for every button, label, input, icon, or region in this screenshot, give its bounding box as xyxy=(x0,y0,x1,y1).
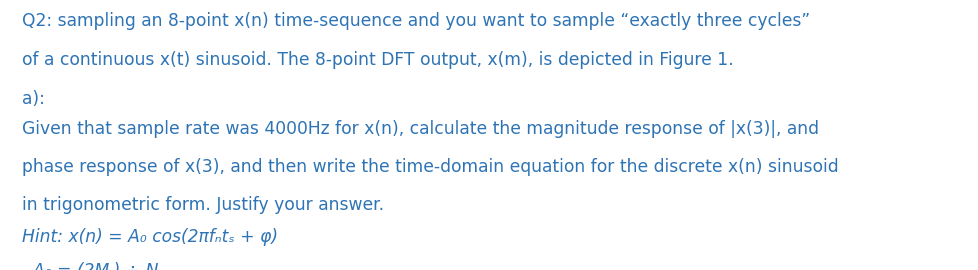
Text: Given that sample rate was 4000Hz for x(n), calculate the magnitude response of : Given that sample rate was 4000Hz for x(… xyxy=(22,120,818,138)
Text: A₀ = (2Mᵣ) ÷ N: A₀ = (2Mᵣ) ÷ N xyxy=(22,262,157,270)
Text: of a continuous x(t) sinusoid. The 8‑point DFT output, x(m), is depicted in Figu: of a continuous x(t) sinusoid. The 8‑poi… xyxy=(22,51,733,69)
Text: in trigonometric form. Justify your answer.: in trigonometric form. Justify your answ… xyxy=(22,196,383,214)
Text: a):: a): xyxy=(22,90,44,109)
Text: Hint: x(n) = A₀ cos(2πfₙtₛ + φ): Hint: x(n) = A₀ cos(2πfₙtₛ + φ) xyxy=(22,228,277,246)
Text: phase response of x(3), and then write the time‑domain equation for the discrete: phase response of x(3), and then write t… xyxy=(22,158,837,176)
Text: Q2: sampling an 8‑point x(n) time‑sequence and you want to sample “exactly three: Q2: sampling an 8‑point x(n) time‑sequen… xyxy=(22,12,809,30)
